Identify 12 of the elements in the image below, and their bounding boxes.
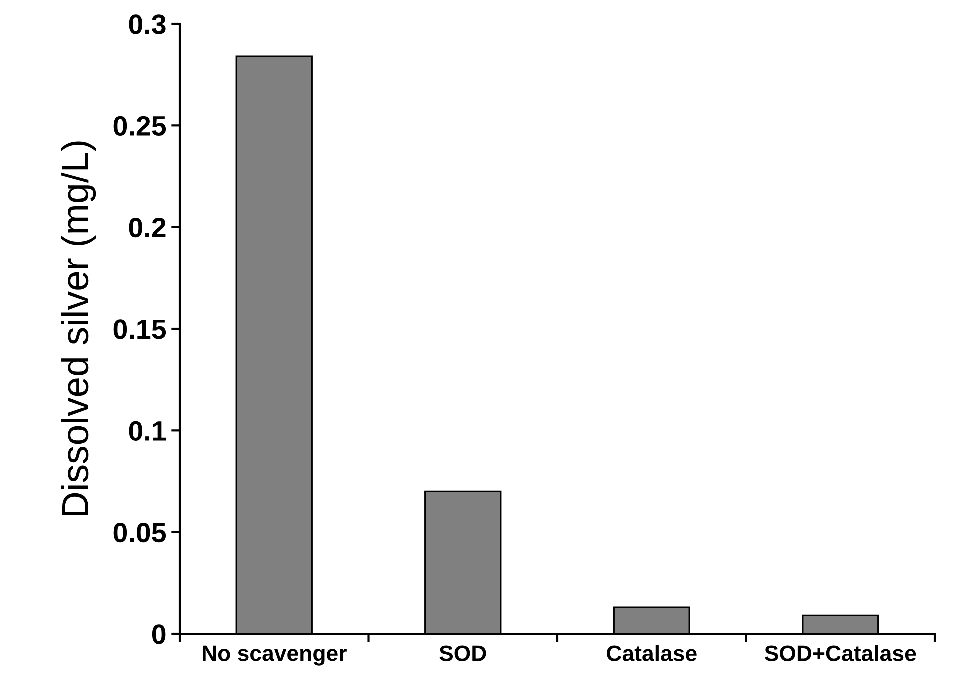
x-tick-label: SOD+Catalase: [764, 645, 916, 662]
y-tick-label: 0.15: [114, 320, 166, 340]
y-tick-label: 0.3: [129, 14, 166, 34]
y-tick-label: 0.2: [129, 218, 166, 238]
y-tick-label: 0.25: [114, 116, 166, 136]
y-tick-label: 0.1: [129, 421, 166, 442]
x-tick-label: SOD: [440, 646, 486, 662]
x-tick-label: Catalase: [607, 645, 697, 662]
y-tick-label: 0.05: [114, 523, 166, 543]
y-axis-title: Dissolved silver (mg/L): [61, 142, 96, 516]
x-tick-label: No scavenger: [202, 646, 347, 666]
y-tick-label: 0: [152, 624, 166, 644]
